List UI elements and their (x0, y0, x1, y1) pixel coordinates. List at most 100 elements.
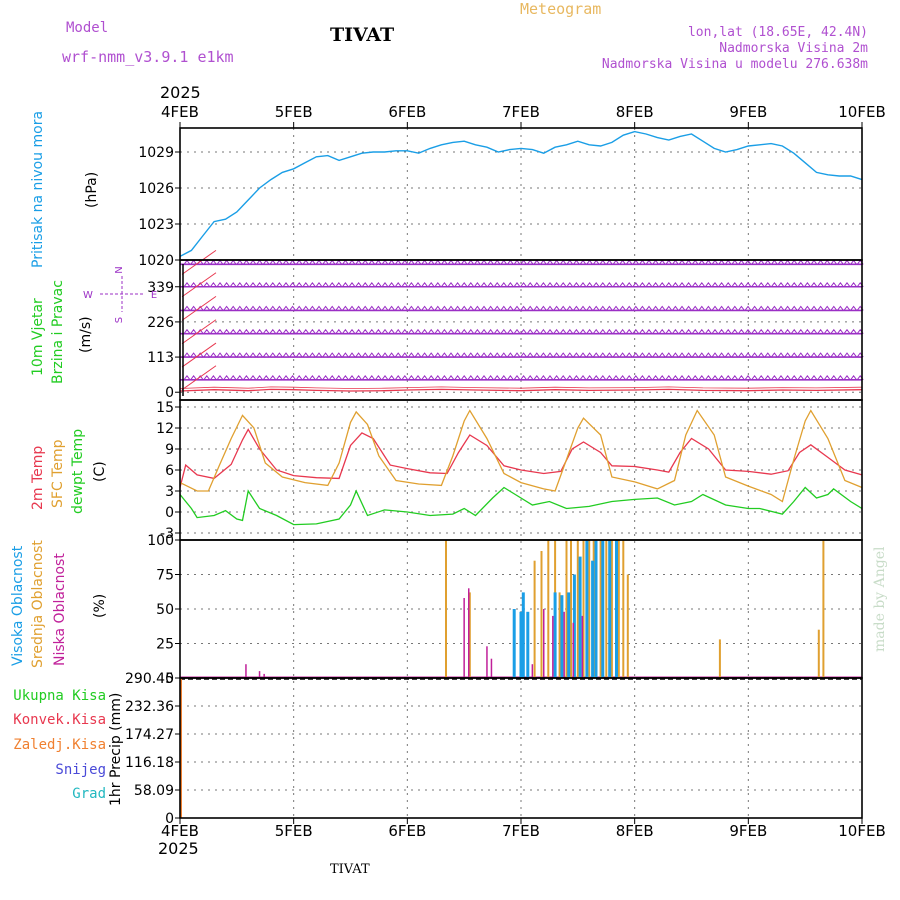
sfc-line (179, 409, 863, 503)
year-label-bottom: 2025 (158, 839, 199, 858)
cloud-tick-label: 75 (156, 568, 174, 584)
mid-cloud-bar (617, 540, 620, 678)
mid-cloud-bar (533, 560, 536, 678)
wind-barbs (183, 374, 864, 381)
mid-cloud-bar (540, 551, 543, 678)
high-cloud-bar (594, 540, 598, 678)
precip-tick-label: 0 (165, 811, 174, 827)
mid-cloud-bar (547, 540, 550, 678)
mid-cloud-bar (626, 574, 629, 678)
time-tick-label-top: 9FEB (729, 103, 767, 121)
temp-tick-label: 15 (156, 400, 174, 416)
pressure-line (179, 130, 863, 258)
low-cloud-bar (486, 646, 488, 678)
mid-cloud-bar (565, 540, 568, 678)
time-tick-label-top: 7FEB (502, 103, 540, 121)
wind-barbs (183, 352, 864, 358)
high-cloud-bar (585, 540, 589, 678)
cloud-tick-label: 0 (165, 671, 174, 687)
wind-tick-label: 339 (147, 280, 174, 296)
precip-tick-label: 58.09 (134, 783, 174, 799)
mid-cloud-bar (605, 540, 608, 678)
time-tick-label-bottom: 10FEB (838, 822, 885, 840)
low-cloud-bar (581, 615, 584, 678)
legend-frozen-rain: Zaledj.Kisa (13, 737, 106, 753)
wind-barbs (183, 305, 864, 311)
dewpt-line (179, 486, 863, 526)
pressure-tick-label: 1023 (138, 217, 174, 233)
precip-tick-label: 174.27 (125, 727, 174, 743)
temp-tick-label: 6 (165, 463, 174, 479)
high-cloud-bar (526, 611, 530, 678)
mid-cloud-bar (445, 540, 447, 678)
wind-arrow (181, 365, 217, 391)
low-cloud-bar (468, 588, 470, 678)
time-tick-label-top: 4FEB (161, 103, 199, 121)
high-cloud-bar (553, 592, 557, 678)
time-tick-label-top: 8FEB (616, 103, 654, 121)
wind-arrow (181, 342, 217, 368)
compass-north: N (114, 266, 125, 273)
mid-cloud-bar (817, 629, 820, 678)
high-cloud-bar (608, 540, 612, 678)
high-cloud-bar (572, 574, 576, 678)
high-cloud-bar (567, 592, 571, 678)
compass-south: S (114, 317, 125, 323)
high-cloud-bar (560, 595, 564, 678)
high-cloud-bar (578, 556, 582, 678)
high-cloud-bar (521, 592, 525, 678)
wind-arrow (181, 272, 217, 298)
low-cloud-bar (572, 622, 574, 678)
high-cloud-bar (591, 560, 595, 678)
cloud-tick-label: 100 (147, 533, 174, 549)
time-tick-label-bottom: 6FEB (388, 822, 426, 840)
time-tick-label-top: 5FEB (275, 103, 313, 121)
total-precip-bar (180, 678, 182, 818)
cloud-tick-label: 25 (156, 637, 174, 653)
low-cloud-bar (531, 664, 534, 678)
mid-cloud-bar (822, 540, 825, 678)
station-title: TIVAT (330, 24, 395, 46)
compass-cross (100, 276, 144, 312)
temp-tick-label: -3 (160, 526, 174, 542)
low-cloud-bar (258, 671, 261, 678)
low-cloud-bar (563, 611, 565, 678)
low-cloud-bar (552, 615, 554, 678)
high-cloud-bar (615, 540, 618, 678)
time-tick-label-top: 10FEB (838, 103, 885, 121)
footer-station: TIVAT (330, 862, 370, 877)
time-tick-label-top: 6FEB (388, 103, 426, 121)
low-cloud-bar (263, 673, 265, 678)
compass-west: W (83, 290, 93, 301)
high-cloud-bar (519, 611, 523, 678)
chart-title: Meteogram (520, 0, 602, 18)
mid-cloud-bar (588, 540, 591, 678)
wind-barbs (183, 328, 864, 334)
legend-total-rain: Ukupna Kisa (13, 688, 106, 704)
temp-tick-label: 12 (156, 421, 174, 437)
mid-cloud-bar (576, 540, 579, 678)
mid-cloud-bar (599, 540, 602, 678)
time-tick-label-bottom: 8FEB (616, 822, 654, 840)
time-tick-label-bottom: 4FEB (161, 822, 199, 840)
time-tick-label-bottom: 7FEB (502, 822, 540, 840)
elevation-label: Nadmorska Visina 2m (719, 41, 868, 56)
wind-arrow (181, 249, 217, 275)
time-tick-label-bottom: 9FEB (729, 822, 767, 840)
wind-tick-label: 226 (147, 315, 174, 331)
lonlat-label: lon,lat (18.65E, 42.4N) (687, 25, 868, 40)
t2m-line (179, 428, 863, 488)
low-cloud-bar (490, 658, 493, 678)
wind-tick-label: 0 (165, 385, 174, 401)
high-cloud-bar (601, 540, 605, 678)
wind-speed-line-2 (179, 386, 863, 389)
temp-tick-label: 0 (165, 505, 174, 521)
temp-tick-label: 9 (165, 442, 174, 458)
compass-east: E (151, 290, 157, 301)
precip-tick-label: 290.45 (125, 671, 174, 687)
model-label: Model (66, 20, 109, 36)
model-elevation-label: Nadmorska Visina u modelu 276.638m (601, 57, 868, 72)
mid-cloud-bar (622, 540, 625, 678)
mid-cloud-bar (582, 540, 585, 678)
